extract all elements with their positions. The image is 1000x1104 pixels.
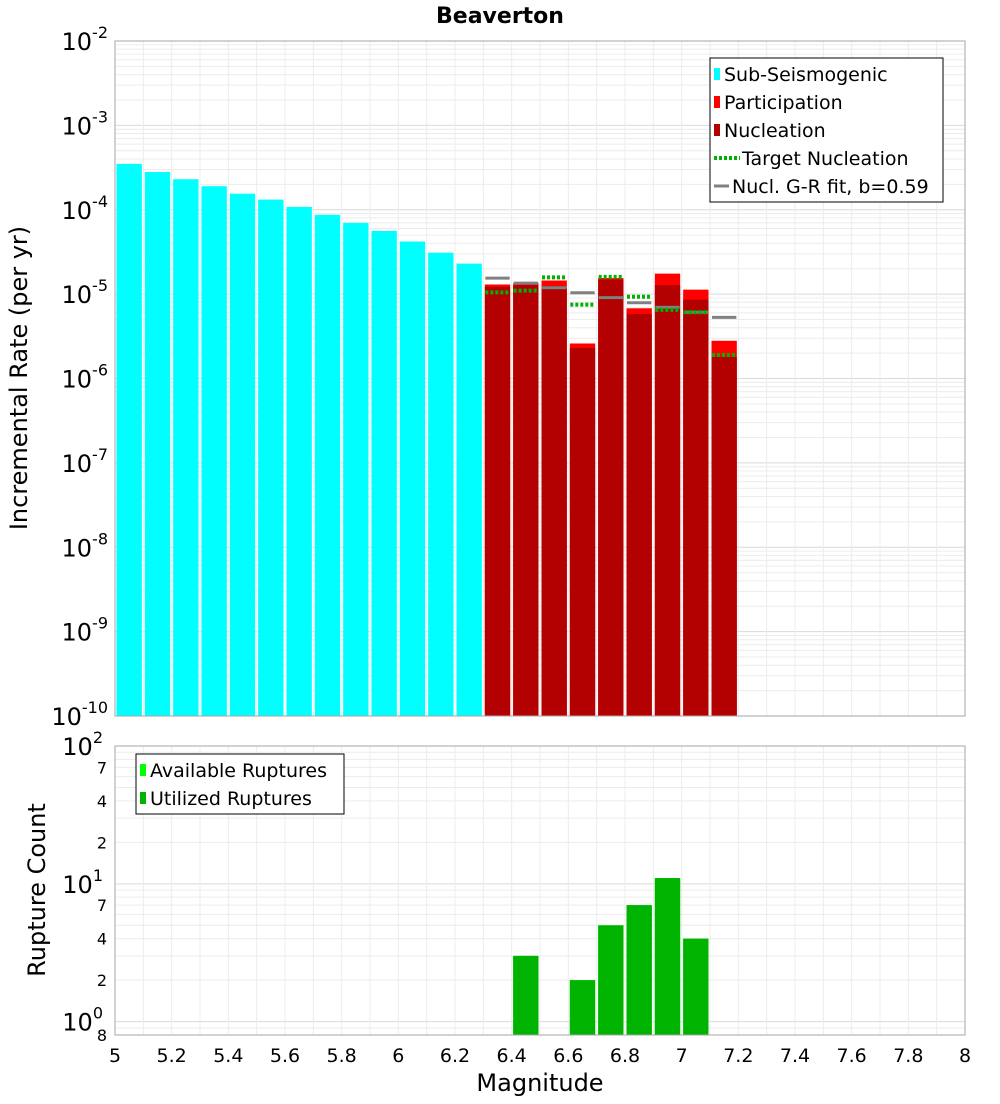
utilized-ruptures-bar: [683, 938, 709, 1035]
nucleation-bar: [513, 285, 539, 716]
top-y-tick-label: 10-9: [62, 614, 109, 647]
legend-swatch: [140, 792, 146, 804]
sub-seismogenic-bar: [201, 186, 227, 716]
x-tick-label: 6: [392, 1045, 404, 1067]
utilized-ruptures-bar: [626, 905, 652, 1035]
bottom-y-tick-label: 8: [97, 1026, 107, 1045]
bottom-y-tick-label: 7: [97, 758, 107, 777]
x-tick-label: 8: [959, 1045, 971, 1067]
top-y-tick-label: 10-8: [62, 529, 109, 562]
utilized-ruptures-bar: [569, 980, 596, 1035]
bottom-y-tick-label: 4: [97, 930, 107, 949]
legend-swatch: [140, 764, 146, 776]
legend-label: Utilized Ruptures: [150, 788, 312, 810]
legend-label: Target Nucleation: [741, 148, 909, 170]
top-y-axis-label: Incremental Rate (per yr): [5, 226, 33, 530]
x-tick-label: 7.8: [893, 1045, 923, 1067]
nucleation-bar: [598, 279, 624, 716]
x-tick-label: 6.2: [440, 1045, 470, 1067]
bottom-y-axis-label: Rupture Count: [23, 803, 51, 977]
nucleation-series: [484, 279, 737, 716]
bottom-y-tick-label: 4: [97, 792, 107, 811]
sub-seismogenic-bar: [144, 172, 171, 716]
sub-seismogenic-bar: [229, 193, 256, 716]
x-tick-label: 5: [109, 1045, 121, 1067]
sub-seismogenic-series: [116, 163, 482, 717]
top-grid: [114, 41, 966, 717]
x-tick-label: 5.8: [327, 1045, 357, 1067]
sub-seismogenic-bar: [314, 214, 341, 716]
x-axis-label: Magnitude: [476, 1069, 603, 1097]
sub-seismogenic-bar: [258, 199, 284, 717]
nucleation-bar: [541, 288, 567, 716]
bottom-y-tick-label: 102: [62, 728, 103, 761]
sub-seismogenic-bar: [116, 163, 142, 717]
chart-title: Beaverton: [436, 4, 564, 29]
nucleation-bar: [654, 285, 681, 716]
legend-label: Nucleation: [724, 120, 826, 142]
x-tick-label: 6.4: [497, 1045, 527, 1067]
x-tick-label: 5.6: [270, 1045, 300, 1067]
top-legend-box: [709, 57, 944, 203]
nucleation-bar: [711, 356, 737, 716]
legend-swatch: [714, 124, 720, 136]
top-y-tick-label: 10-5: [62, 276, 109, 309]
top-y-tick-label: 10-3: [62, 107, 109, 140]
x-tick-label: 7.2: [723, 1045, 753, 1067]
nucleation-bar: [683, 299, 709, 716]
top-y-tick-label: 10-6: [62, 361, 109, 394]
utilized-ruptures-bar: [654, 878, 681, 1035]
legend-swatch: [714, 96, 720, 108]
x-tick-label: 5.4: [213, 1045, 243, 1067]
sub-seismogenic-bar: [371, 230, 397, 716]
sub-seismogenic-bar: [399, 241, 426, 717]
x-tick-label: 6.8: [610, 1045, 640, 1067]
top-y-tick-label: 10-2: [62, 23, 109, 56]
sub-seismogenic-bar: [343, 222, 369, 716]
x-tick-label: 7.6: [837, 1045, 867, 1067]
utilized-ruptures-bar: [513, 955, 539, 1035]
bottom-plot-frame: [114, 745, 966, 1036]
nucleation-bar: [626, 314, 652, 716]
bottom-y-tick-label: 2: [97, 833, 107, 852]
nucleation-bar: [484, 286, 511, 716]
utilized-ruptures-bar: [598, 925, 624, 1035]
bottom-y-tick-label: 101: [62, 866, 103, 899]
bottom-legend-box: [135, 753, 345, 815]
legend-label: Participation: [724, 92, 843, 114]
utilized-ruptures-series: [513, 878, 709, 1035]
bottom-y-tick-label: 100: [62, 1004, 103, 1037]
x-tick-label: 5.2: [157, 1045, 187, 1067]
sub-seismogenic-bar: [173, 179, 199, 716]
legend-label: Sub-Seismogenic: [724, 64, 888, 86]
gr-fit-series: [485, 276, 737, 319]
x-tick-label: 7.4: [780, 1045, 810, 1067]
bottom-y-tick-label: 2: [97, 971, 107, 990]
top-plot-frame: [114, 40, 966, 717]
legend-swatch: [714, 68, 720, 80]
legend-label: Available Ruptures: [150, 760, 327, 782]
x-tick-label: 7: [676, 1045, 688, 1067]
legend-label: Nucl. G-R fit, b=0.59: [732, 176, 929, 198]
bottom-y-tick-label: 7: [97, 896, 107, 915]
sub-seismogenic-bar: [456, 263, 482, 716]
top-y-tick-label: 10-7: [62, 445, 109, 478]
top-y-tick-label: 10-10: [51, 698, 108, 731]
bottom-legend: Available Ruptures Utilized Ruptures: [135, 753, 345, 815]
sub-seismogenic-bar: [286, 206, 312, 716]
top-legend: Sub-Seismogenic Participation Nucleation T…: [709, 57, 944, 203]
nucleation-bar: [569, 347, 596, 716]
sub-seismogenic-bar: [428, 252, 454, 716]
x-tick-label: 6.6: [553, 1045, 583, 1067]
top-y-tick-label: 10-4: [62, 192, 109, 225]
target-nucleation-series: [485, 274, 737, 357]
